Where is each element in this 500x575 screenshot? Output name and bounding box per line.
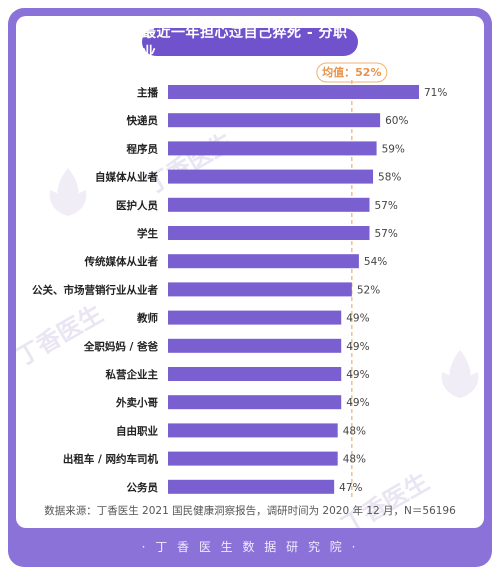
value-label: 59%: [382, 143, 405, 155]
category-label: 公关、市场营销行业从业者: [32, 283, 158, 296]
bar: [168, 479, 335, 494]
footer-brand: · 丁 香 医 生 数 据 研 究 院 ·: [141, 540, 359, 554]
bar: [168, 254, 359, 269]
bar: [168, 451, 338, 466]
category-label: 公务员: [127, 481, 159, 494]
value-label: 71%: [424, 87, 447, 99]
category-label: 自媒体从业者: [95, 171, 158, 184]
category-label: 私营企业主: [105, 368, 159, 381]
value-label: 48%: [343, 454, 366, 466]
bar: [168, 310, 342, 325]
category-label: 程序员: [127, 142, 159, 155]
chart-card: 丁香医生 丁香医生 丁香医生: [16, 16, 484, 528]
category-label: 全职妈妈 / 爸爸: [83, 340, 159, 353]
bar: [168, 141, 377, 156]
value-label: 52%: [357, 284, 380, 296]
value-label: 57%: [375, 228, 398, 240]
bar: [168, 197, 370, 212]
bar: [168, 423, 338, 438]
bar: [168, 226, 370, 240]
value-label: 48%: [343, 425, 366, 437]
value-label: 58%: [378, 172, 401, 184]
flower-icon: [441, 350, 479, 398]
source-note: 数据来源：丁香医生 2021 国民健康洞察报告，调研时间为 2020 年 12 …: [44, 504, 456, 517]
value-label: 57%: [375, 200, 398, 212]
value-label: 49%: [346, 313, 369, 325]
flower-icon: [49, 168, 87, 216]
category-label: 出租车 / 网约车司机: [63, 453, 159, 466]
value-label: 49%: [346, 369, 369, 381]
average-marker: 均值：52%: [316, 62, 388, 499]
bar: [168, 282, 352, 297]
category-label: 外卖小哥: [115, 396, 158, 409]
bar: [168, 367, 342, 381]
category-label: 传统媒体从业者: [84, 255, 159, 268]
category-label: 教师: [136, 312, 158, 325]
category-label: 主播: [137, 86, 158, 99]
value-label: 49%: [346, 341, 369, 353]
bar: [168, 395, 342, 410]
bar: [168, 169, 374, 184]
category-label: 学生: [137, 227, 158, 240]
chart-title: 最近一年担心过自己猝死 - 分职业: [142, 25, 358, 61]
category-label: 医护人员: [116, 199, 158, 212]
bar: [168, 338, 342, 353]
category-label: 快递员: [126, 114, 159, 127]
value-label: 47%: [339, 482, 362, 494]
bar: [168, 85, 419, 99]
value-label: 54%: [364, 256, 387, 268]
bar: [168, 113, 381, 128]
value-label: 49%: [346, 397, 369, 409]
value-label: 60%: [385, 115, 408, 127]
category-label: 自由职业: [116, 424, 158, 437]
average-label: 均值：52%: [322, 65, 381, 79]
